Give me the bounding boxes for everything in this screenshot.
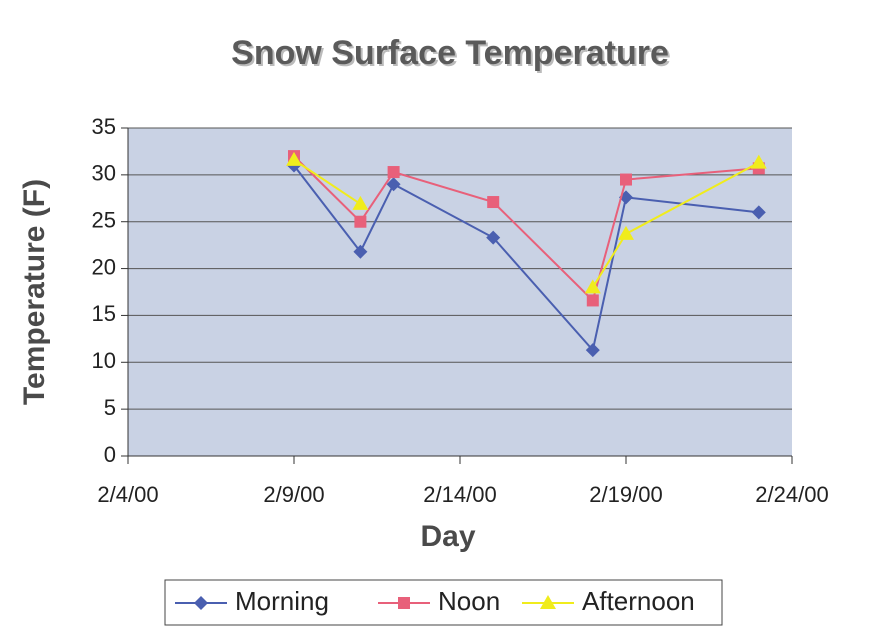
y-tick-label: 35 [92,114,116,139]
legend-label: Noon [438,586,500,616]
data-point [352,195,369,210]
legend-marker [398,597,410,609]
data-point [586,294,599,307]
legend-marker [540,595,556,609]
data-point [353,244,368,259]
data-point [751,205,766,220]
chart-title-shadow: Snow Surface Temperature [233,36,671,74]
chart-title: Snow Surface Temperature [231,34,669,72]
y-axis-label: Temperature (F) [18,179,51,405]
x-tick-label: 2/19/00 [589,482,662,507]
y-tick-label: 20 [92,254,116,279]
data-point [486,230,501,245]
data-point [386,177,401,192]
x-axis-label: Day [420,520,475,553]
legend-marker [194,596,208,610]
data-point [286,151,302,166]
data-point [354,215,367,228]
legend-label: Afternoon [582,586,695,616]
data-point [618,225,634,240]
data-point [750,154,767,169]
data-point [487,196,500,209]
y-tick-label: 5 [104,395,116,420]
data-point [387,166,400,179]
y-tick-label: 0 [104,442,116,467]
y-tick-label: 15 [92,301,116,326]
x-tick-label: 2/14/00 [423,482,496,507]
data-point [584,279,601,294]
plot-area [128,128,792,456]
data-point [585,343,600,358]
y-tick-label: 25 [92,208,116,233]
x-tick-label: 2/4/00 [97,482,158,507]
y-tick-label: 10 [92,348,116,373]
y-tick-label: 30 [92,161,116,186]
x-tick-label: 2/24/00 [755,482,828,507]
x-tick-label: 2/9/00 [263,482,324,507]
legend-label: Morning [235,586,329,616]
legend-box [164,579,723,626]
data-point [620,173,632,186]
